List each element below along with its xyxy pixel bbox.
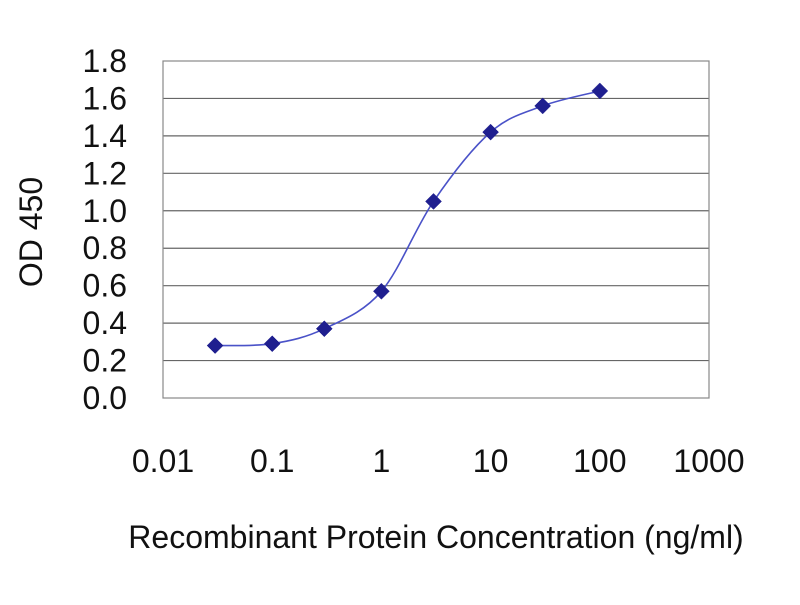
data-point <box>315 320 333 338</box>
data-point <box>482 123 499 141</box>
y-axis-title: OD 450 <box>13 177 49 287</box>
plot-area <box>162 60 710 399</box>
x-axis-title: Recombinant Protein Concentration (ng/ml… <box>128 519 743 555</box>
x-tick-label: 1 <box>373 443 391 479</box>
x-tick-label: 0.01 <box>132 443 194 479</box>
y-tick-label: 0.8 <box>83 230 127 266</box>
x-tick-label: 0.1 <box>250 443 294 479</box>
y-tick-label: 1.6 <box>83 80 127 116</box>
data-point <box>263 335 281 353</box>
fit-curve <box>215 90 601 347</box>
data-point <box>425 193 442 210</box>
data-point <box>373 282 390 300</box>
y-tick-label: 1.4 <box>83 118 127 154</box>
y-tick-label: 0.0 <box>83 380 127 416</box>
y-tick-label: 1.2 <box>83 155 127 191</box>
data-point <box>534 97 552 115</box>
y-tick-label: 1.0 <box>83 193 127 229</box>
data-point <box>206 337 224 354</box>
x-tick-label: 10 <box>473 443 509 479</box>
y-tick-label: 0.6 <box>83 268 127 304</box>
data-point <box>591 82 609 100</box>
x-axis-ticks: 0.01 0.1 1 10 100 1000 <box>132 443 745 479</box>
grid-lines <box>163 97 709 362</box>
data-points <box>206 82 609 354</box>
y-tick-label: 0.4 <box>83 305 127 341</box>
x-tick-label: 100 <box>573 443 626 479</box>
y-axis-ticks: 0.00.20.40.60.81.01.21.41.61.8 <box>83 43 127 416</box>
y-tick-label: 1.8 <box>83 43 127 79</box>
y-tick-label: 0.2 <box>83 343 127 379</box>
x-tick-label: 1000 <box>673 443 744 479</box>
